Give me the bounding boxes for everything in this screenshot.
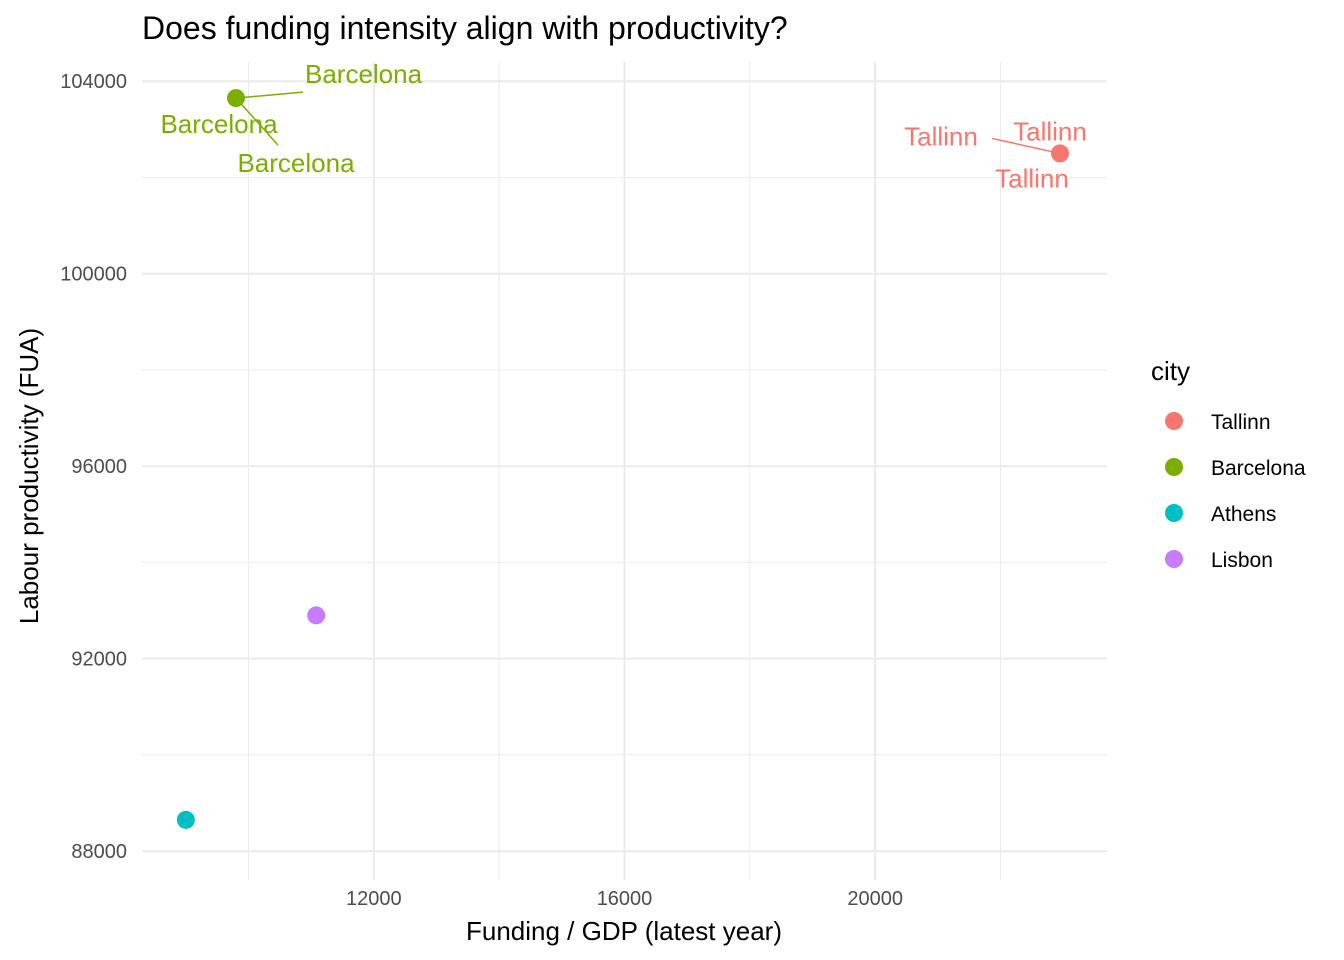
y-axis-ticks: 88000 92000 96000 100000 104000	[60, 71, 127, 863]
x-tick-label: 12000	[346, 888, 402, 910]
x-axis-ticks: 12000 16000 20000	[346, 888, 903, 910]
y-axis-title: Labour productivity (FUA)	[14, 328, 44, 624]
x-axis-title: Funding / GDP (latest year)	[466, 916, 782, 946]
y-tick-label: 100000	[60, 264, 127, 286]
point-label-tallinn: Tallinn	[995, 163, 1069, 193]
y-tick-label: 88000	[71, 841, 127, 863]
data-point-athens	[176, 810, 195, 829]
legend-label-lisbon: Lisbon	[1211, 549, 1273, 572]
point-label-barcelona: Barcelona	[160, 109, 278, 139]
label-leader-line	[235, 91, 304, 99]
x-tick-label: 20000	[847, 888, 903, 910]
legend-label-tallinn: Tallinn	[1211, 411, 1271, 434]
label-leader-line	[991, 137, 1061, 155]
point-label-tallinn: Tallinn	[1013, 116, 1087, 146]
y-tick-label: 92000	[71, 649, 127, 671]
y-tick-label: 96000	[71, 456, 127, 478]
x-tick-label: 16000	[597, 888, 653, 910]
legend-label-athens: Athens	[1211, 503, 1276, 526]
label-leader-line	[235, 97, 279, 146]
point-label-barcelona: Barcelona	[305, 59, 423, 89]
y-tick-label: 104000	[60, 71, 127, 93]
legend-key-barcelona	[1165, 458, 1183, 476]
legend-key-athens	[1165, 504, 1183, 522]
legend: city Tallinn Barcelona Athens Lisbon	[1151, 356, 1306, 572]
chart-title: Does funding intensity align with produc…	[142, 10, 788, 46]
point-labels: Barcelona Barcelona Barcelona Tallinn Tallin…	[160, 59, 1086, 193]
data-point-lisbon	[307, 606, 326, 625]
legend-key-tallinn	[1165, 412, 1183, 430]
label-leader-lines	[235, 91, 1061, 155]
major-gridlines	[142, 62, 1107, 880]
data-points	[176, 89, 1070, 829]
legend-title: city	[1151, 356, 1190, 386]
point-label-barcelona: Barcelona	[237, 148, 355, 178]
data-point-tallinn	[1051, 144, 1070, 163]
data-point-barcelona	[226, 89, 245, 108]
legend-label-barcelona: Barcelona	[1211, 457, 1306, 480]
legend-key-lisbon	[1165, 550, 1183, 568]
point-label-tallinn: Tallinn	[904, 121, 978, 151]
